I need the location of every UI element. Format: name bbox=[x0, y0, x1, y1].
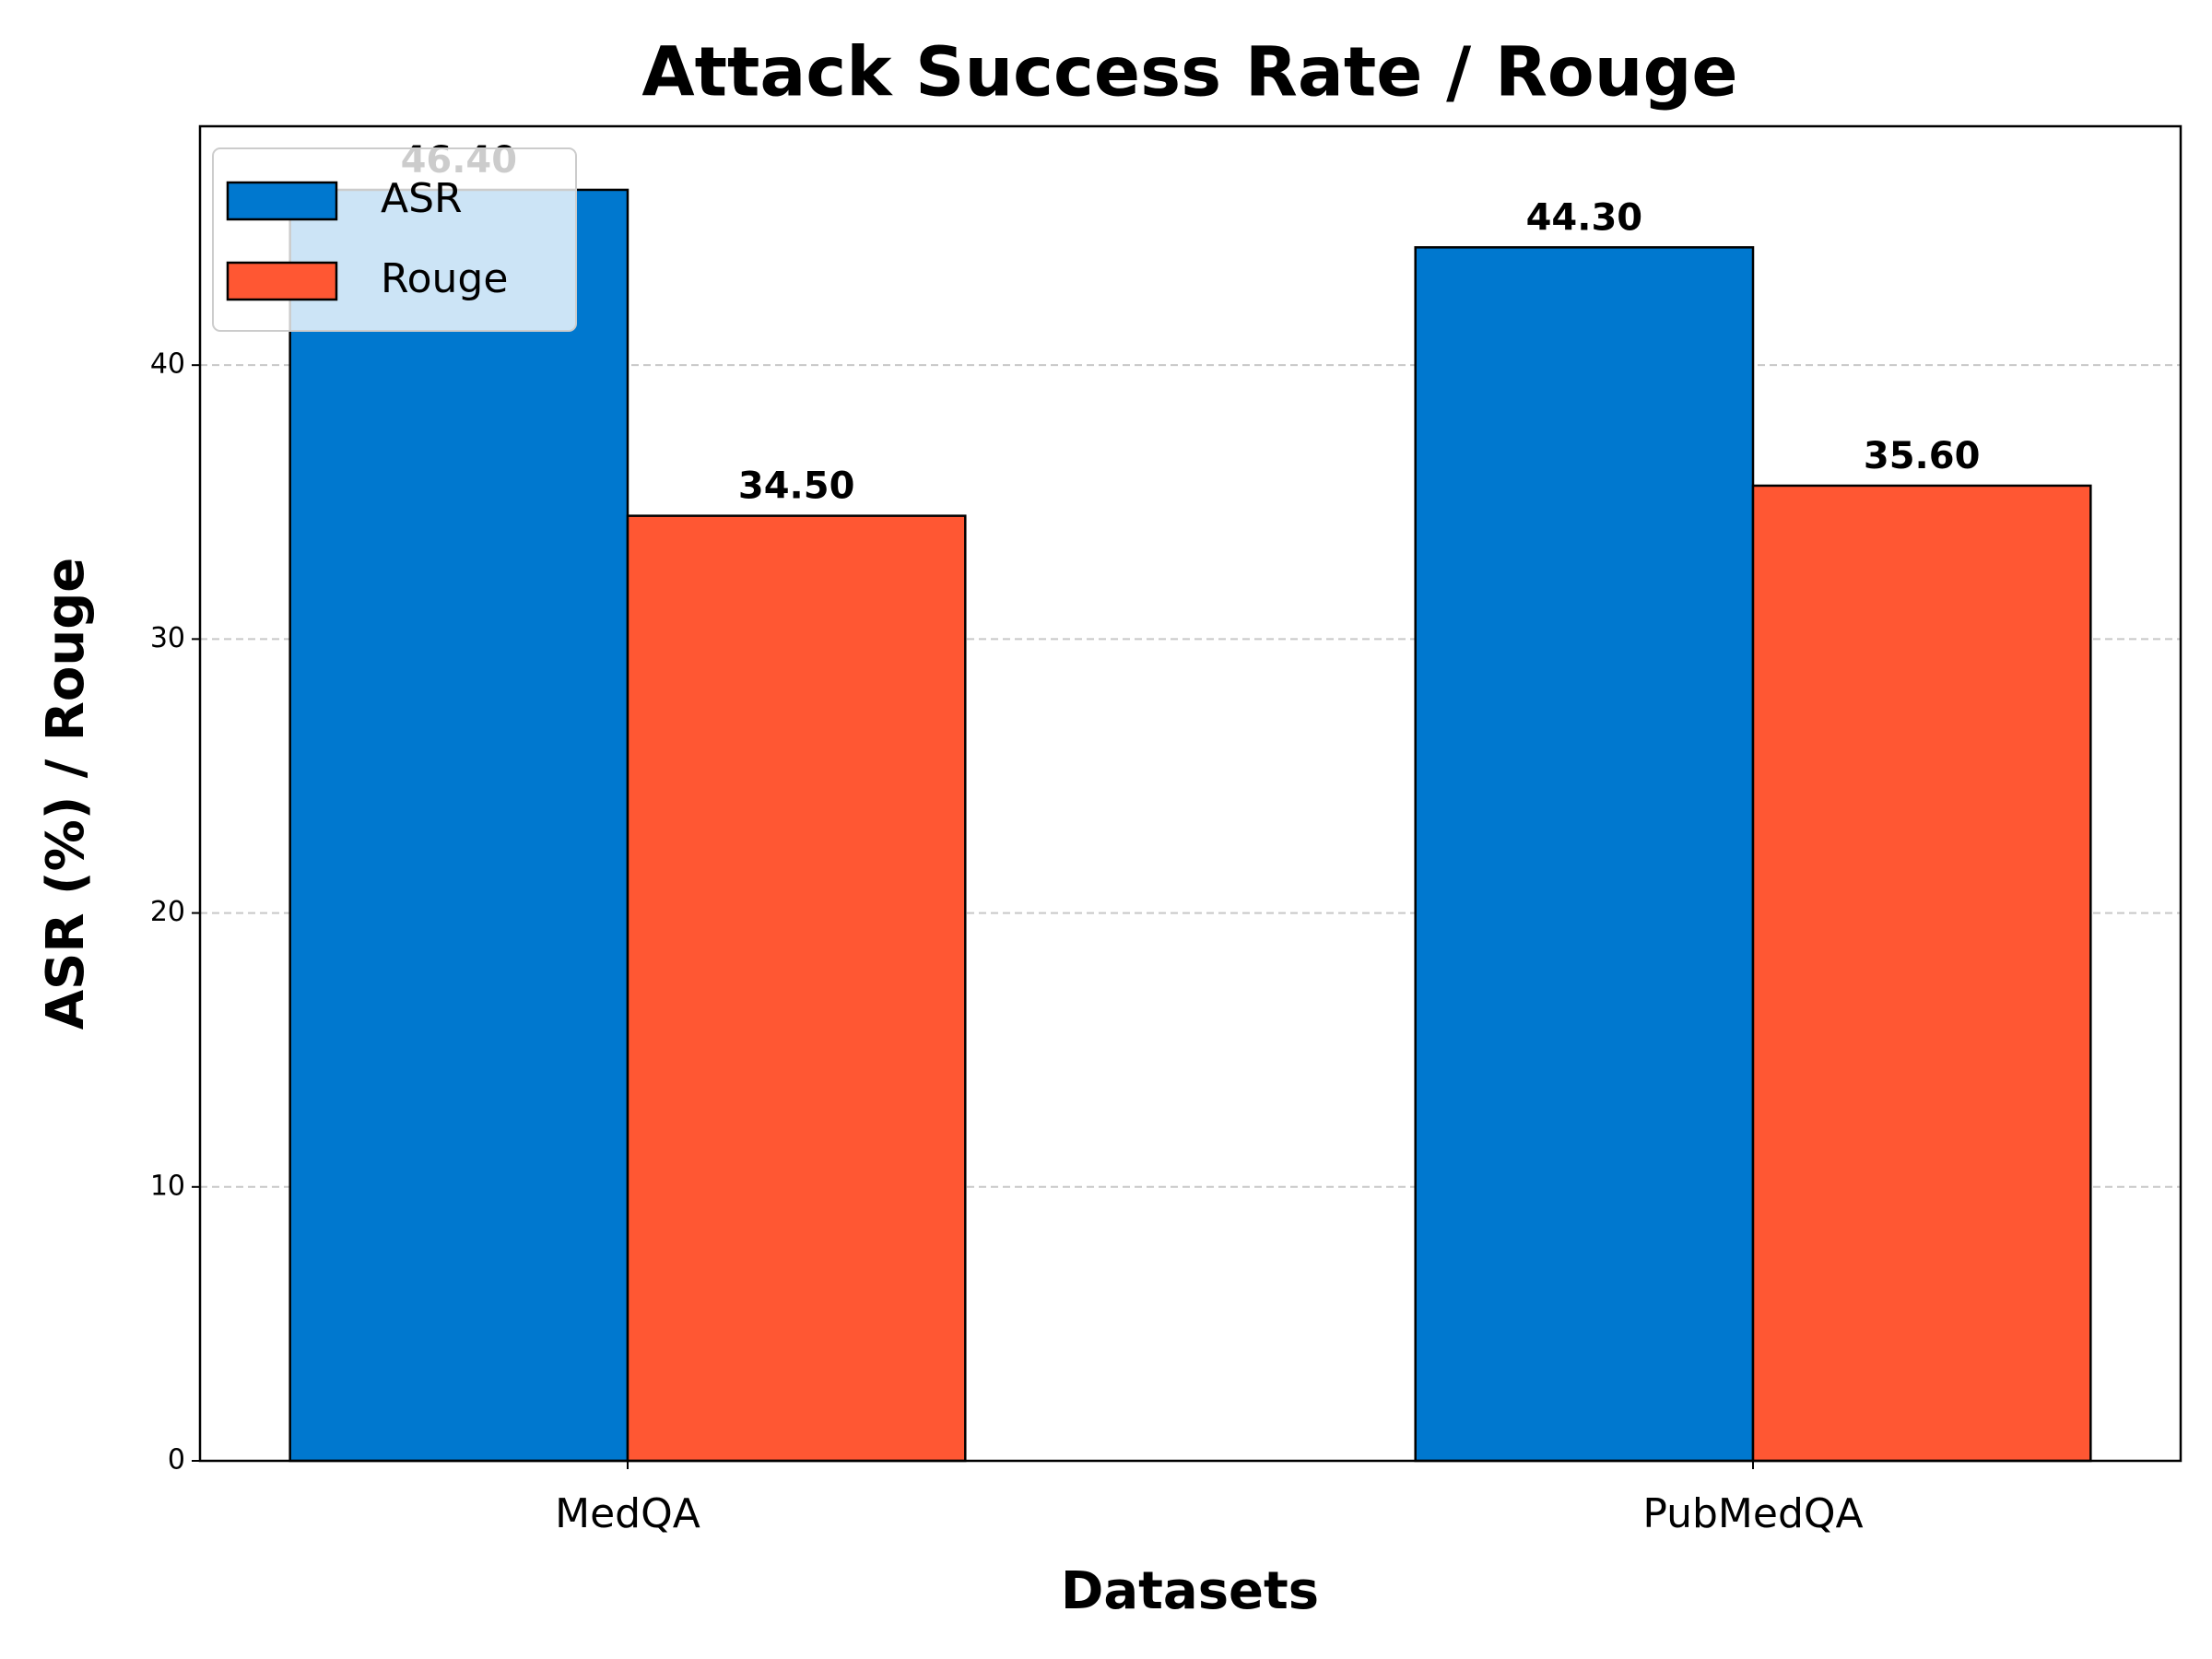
legend: ASR Rouge bbox=[212, 147, 577, 332]
y-tick-label: 20 bbox=[150, 896, 185, 928]
bar bbox=[1414, 246, 1755, 1463]
chart-title: Attack Success Rate / Rouge bbox=[641, 33, 1737, 112]
plot-frame bbox=[198, 124, 2183, 1463]
y-axis-label: ASR (%) / Rouge bbox=[36, 558, 96, 1030]
y-tick-label: 30 bbox=[150, 622, 185, 654]
bar bbox=[626, 514, 967, 1463]
x-tick-label: PubMedQA bbox=[1642, 1490, 1863, 1537]
bar bbox=[288, 188, 629, 1463]
data-label: 44.30 bbox=[1526, 196, 1643, 239]
x-axis-label: Datasets bbox=[1061, 1561, 1319, 1621]
bar bbox=[1751, 484, 2092, 1463]
legend-label: Rouge bbox=[381, 255, 508, 302]
y-tick-label: 10 bbox=[150, 1170, 185, 1202]
legend-swatch bbox=[226, 261, 338, 301]
x-tick-label: MedQA bbox=[555, 1490, 700, 1537]
y-tick-label: 40 bbox=[150, 348, 185, 381]
data-label: 35.60 bbox=[1864, 435, 1981, 477]
y-tick-label: 0 bbox=[168, 1444, 185, 1477]
legend-label: ASR bbox=[381, 175, 463, 222]
data-label: 34.50 bbox=[738, 465, 855, 508]
legend-swatch bbox=[226, 181, 338, 221]
